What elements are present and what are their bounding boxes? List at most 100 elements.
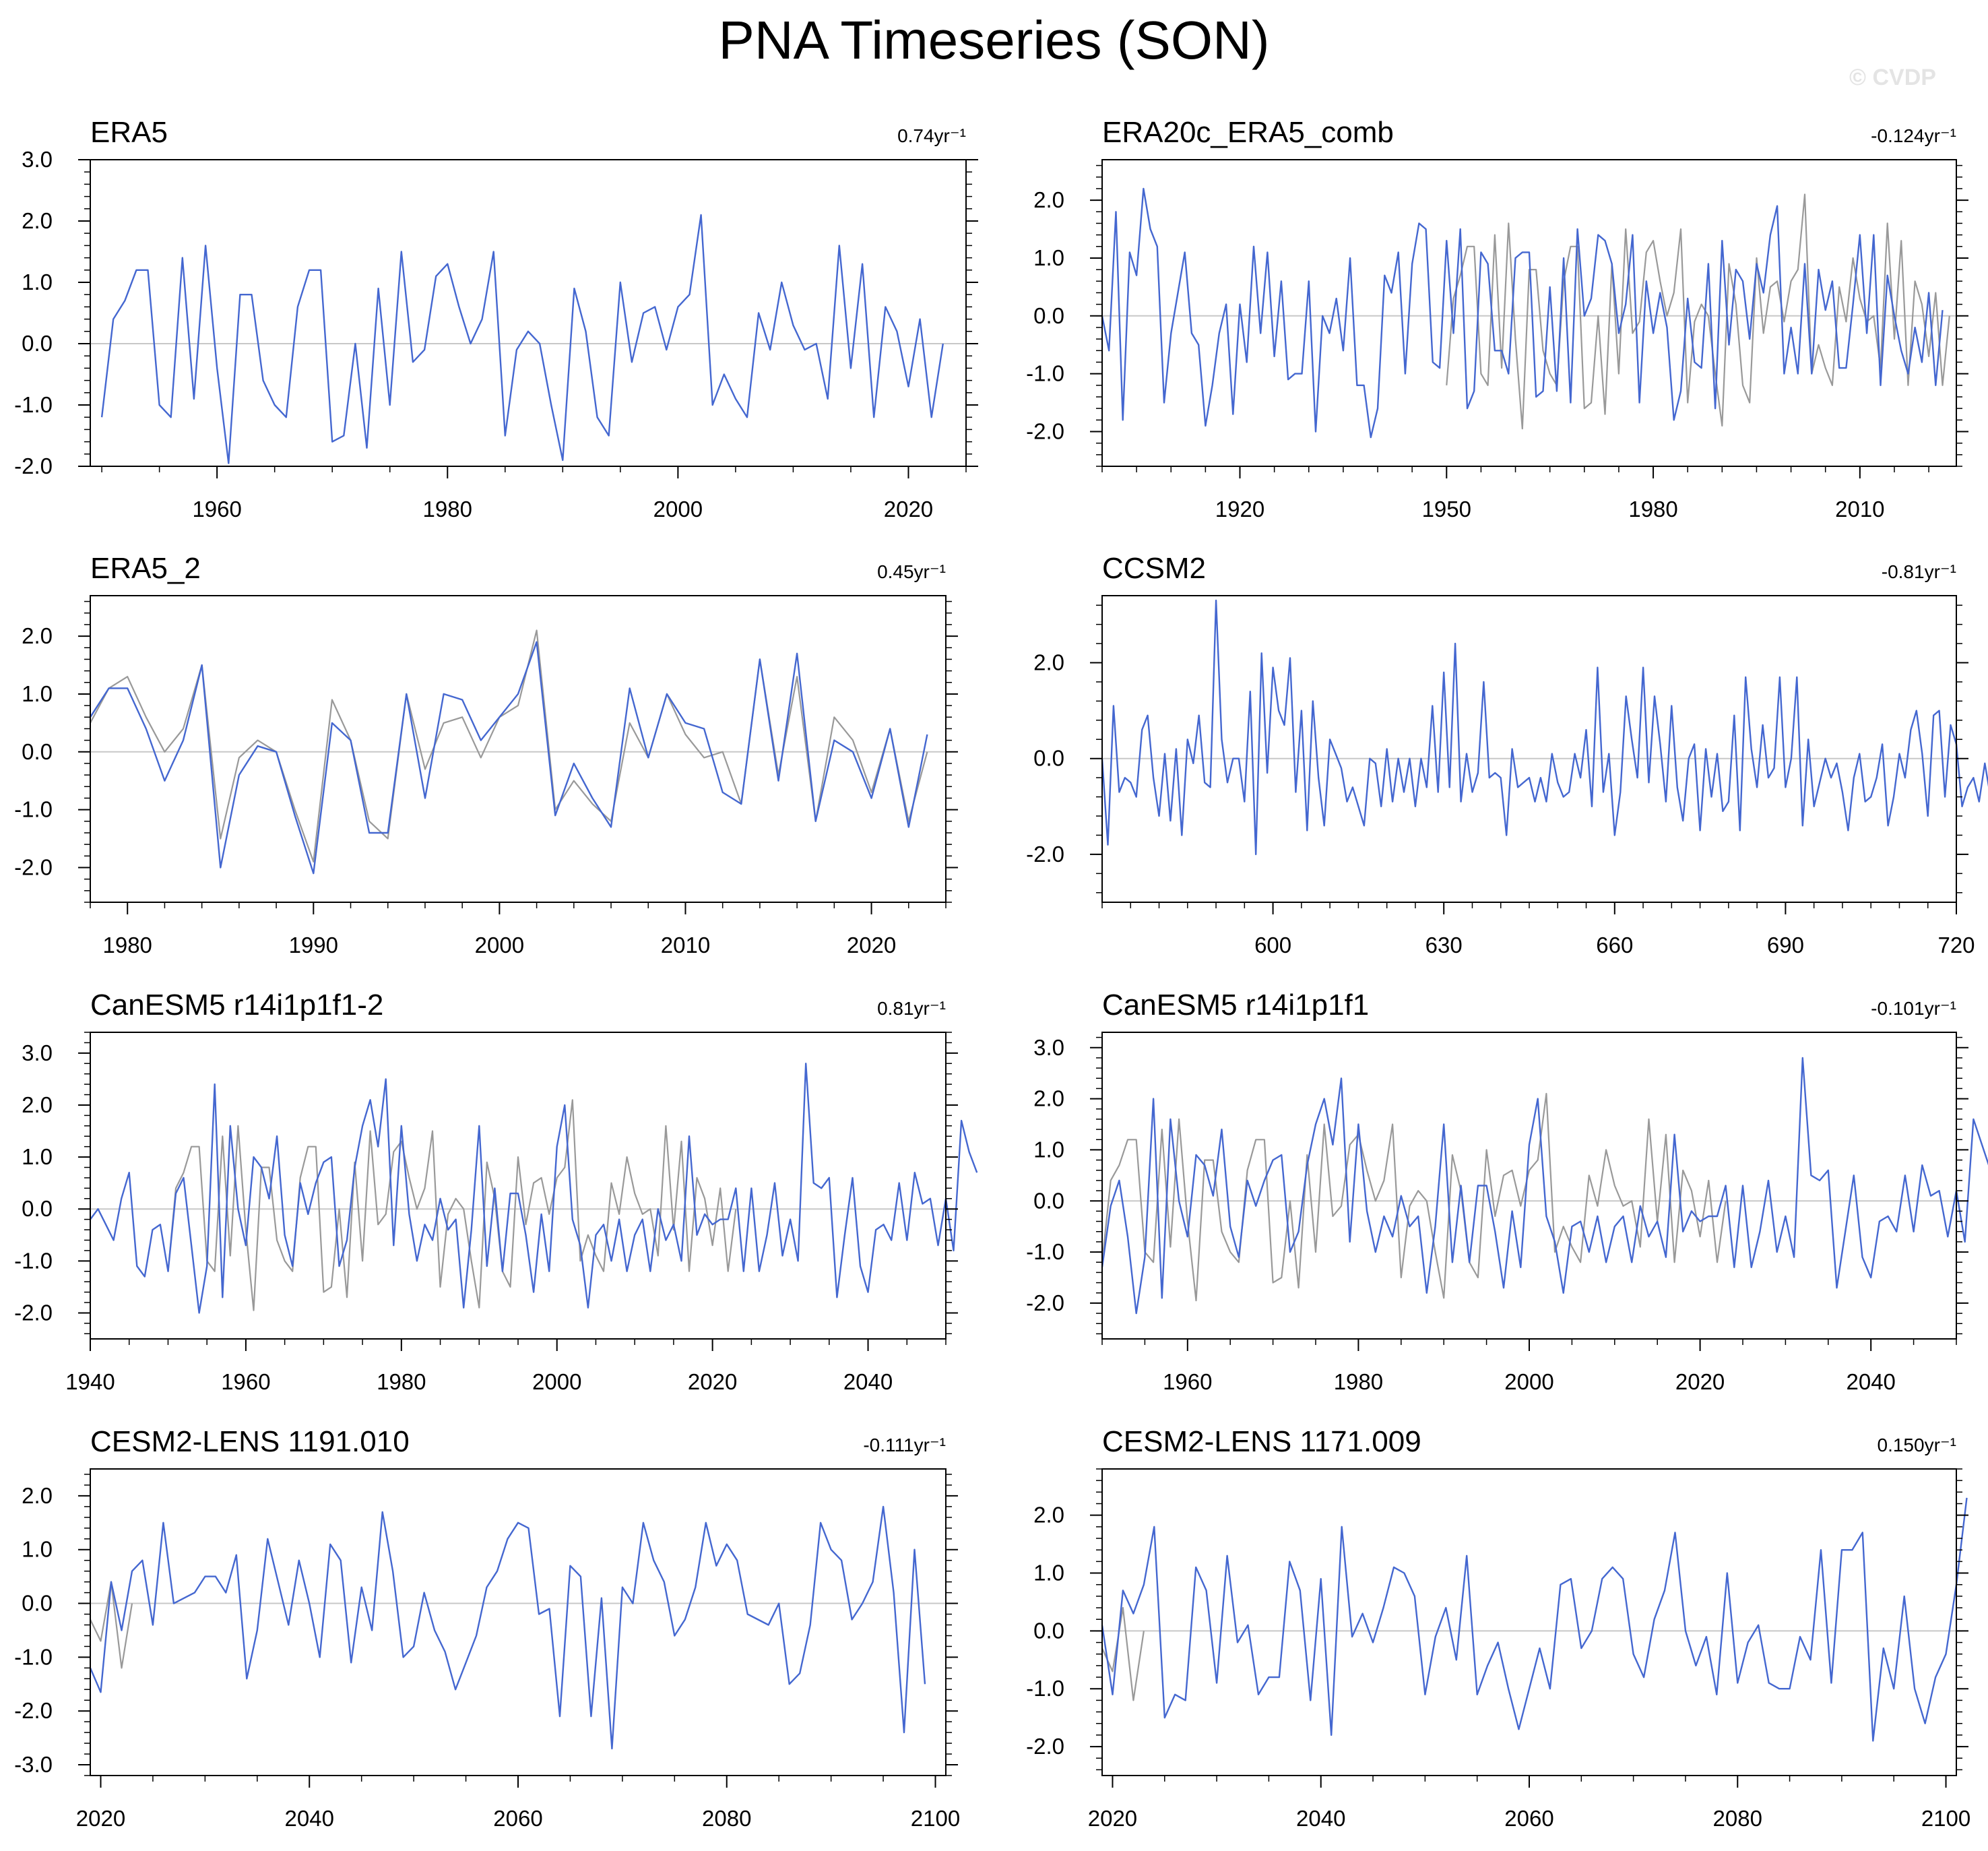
trend-label: 0.150yr⁻¹ xyxy=(1878,1435,1957,1455)
y-tick-label: -1.0 xyxy=(1026,1676,1064,1701)
x-tick-label: 2020 xyxy=(1088,1806,1137,1831)
x-tick-label: 2000 xyxy=(653,497,703,522)
y-tick-label: -2.0 xyxy=(14,854,53,879)
series-line-observed xyxy=(167,1099,737,1311)
y-tick-label: -1.0 xyxy=(14,1644,53,1669)
x-tick-label: 2000 xyxy=(475,933,524,958)
y-tick-label: -1.0 xyxy=(1026,361,1064,386)
y-tick-label: -1.0 xyxy=(1026,1239,1064,1264)
y-tick-label: 2.0 xyxy=(22,1483,53,1508)
x-tick-label: 2060 xyxy=(1504,1806,1553,1831)
x-tick-label: 2100 xyxy=(911,1806,960,1831)
plot-frame xyxy=(1101,159,1957,467)
plot-frame xyxy=(1101,1032,1957,1340)
y-tick-label: -2.0 xyxy=(14,453,53,478)
y-tick-label: -1.0 xyxy=(14,1248,53,1273)
y-tick-label: 0.0 xyxy=(22,331,53,356)
x-tick-label: 2010 xyxy=(661,933,710,958)
x-tick-label: 2020 xyxy=(884,497,933,522)
y-tick-label: 2.0 xyxy=(1033,187,1064,212)
panel-title: CanESM5 r14i1p1f1-2 xyxy=(90,989,383,1022)
panel-title: CESM2-LENS 1171.009 xyxy=(1102,1425,1421,1458)
y-tick-label: 3.0 xyxy=(1033,1035,1064,1060)
series-line-model xyxy=(90,1063,978,1314)
series-line-model xyxy=(1101,599,1988,856)
trend-label: -0.81yr⁻¹ xyxy=(1882,561,1956,582)
y-tick-label: 3.0 xyxy=(22,1040,53,1065)
x-tick-label: 2100 xyxy=(1921,1806,1970,1831)
x-tick-label: 2040 xyxy=(1846,1369,1895,1394)
plot-frame xyxy=(1101,595,1957,903)
y-tick-label: 0.0 xyxy=(1033,1618,1064,1643)
series-line-model xyxy=(1101,1057,1988,1315)
x-tick-label: 600 xyxy=(1254,933,1291,958)
trend-label: 0.74yr⁻¹ xyxy=(897,125,966,146)
y-tick-label: 1.0 xyxy=(1033,1561,1064,1586)
y-tick-label: -2.0 xyxy=(1026,1290,1064,1315)
y-tick-label: -1.0 xyxy=(14,797,53,822)
series-line-model xyxy=(1101,187,1944,439)
y-tick-label: -2.0 xyxy=(1026,842,1064,867)
panel-5: CanESM5 r14i1p1f1-2 0.81yr⁻¹ -2.0 -1.0 0.0 1.… xyxy=(14,989,978,1394)
y-tick-label: 1.0 xyxy=(1033,1137,1064,1162)
trend-label: -0.101yr⁻¹ xyxy=(1871,998,1956,1019)
y-tick-label: 2.0 xyxy=(1033,650,1064,675)
y-tick-label: 0.0 xyxy=(22,1196,53,1221)
x-tick-label: 1980 xyxy=(423,497,472,522)
panel-6: CanESM5 r14i1p1f1 -0.101yr⁻¹ -2.0 -1.0 0.0 1.… xyxy=(1026,989,1988,1394)
x-tick-label: 1980 xyxy=(1628,497,1677,522)
panel-8: CESM2-LENS 1171.009 0.150yr⁻¹ -2.0 -1.0 0.0 1… xyxy=(1026,1425,1970,1831)
y-tick-label: -2.0 xyxy=(14,1300,53,1325)
series-line-model xyxy=(89,1505,926,1750)
x-tick-label: 1960 xyxy=(1163,1369,1212,1394)
y-tick-label: -2.0 xyxy=(1026,1734,1064,1759)
y-tick-label: 2.0 xyxy=(22,208,53,233)
panel-title: CCSM2 xyxy=(1102,552,1206,585)
x-tick-label: 660 xyxy=(1596,933,1633,958)
panel-title: ERA5 xyxy=(90,116,168,149)
x-tick-label: 2020 xyxy=(1675,1369,1725,1394)
y-tick-label: 2.0 xyxy=(22,1092,53,1117)
y-tick-label: 2.0 xyxy=(22,623,53,648)
y-tick-label: -2.0 xyxy=(14,1698,53,1723)
y-tick-label: -2.0 xyxy=(1026,418,1064,443)
x-tick-label: 720 xyxy=(1937,933,1975,958)
figure-title: PNA Timeseries (SON) xyxy=(718,10,1270,70)
panel-1: ERA5 0.74yr⁻¹ -2.0 -1.0 0.0 1.0 2.0 3.0 1960 1980… xyxy=(14,116,978,522)
y-tick-label: 1.0 xyxy=(22,681,53,706)
y-tick-label: -1.0 xyxy=(14,392,53,417)
x-tick-label: 1950 xyxy=(1422,497,1471,522)
panel-title: CESM2-LENS 1191.010 xyxy=(90,1425,410,1458)
x-tick-label: 630 xyxy=(1425,933,1463,958)
y-tick-label: 1.0 xyxy=(22,270,53,294)
y-tick-label: 0.0 xyxy=(1033,303,1064,328)
y-tick-label: 0.0 xyxy=(1033,1188,1064,1213)
series-line-observed xyxy=(1101,1092,1727,1302)
plot-frame xyxy=(90,1468,947,1776)
y-tick-label: 0.0 xyxy=(22,1591,53,1616)
trend-label: -0.124yr⁻¹ xyxy=(1871,125,1956,146)
series-line-observed xyxy=(90,1581,133,1669)
x-tick-label: 2000 xyxy=(1504,1369,1553,1394)
y-tick-label: 1.0 xyxy=(22,1144,53,1169)
trend-label: -0.111yr⁻¹ xyxy=(863,1435,946,1455)
x-tick-label: 2080 xyxy=(1713,1806,1762,1831)
series-line-model xyxy=(1101,1497,1968,1742)
x-tick-label: 2040 xyxy=(285,1806,334,1831)
x-tick-label: 1980 xyxy=(103,933,152,958)
y-tick-label: 0.0 xyxy=(1033,746,1064,771)
y-tick-label: -3.0 xyxy=(14,1752,53,1777)
x-tick-label: 690 xyxy=(1767,933,1804,958)
y-tick-label: 1.0 xyxy=(22,1537,53,1562)
y-tick-label: 3.0 xyxy=(22,147,53,172)
plot-frame xyxy=(90,595,947,903)
x-tick-label: 2060 xyxy=(493,1806,542,1831)
trend-label: 0.81yr⁻¹ xyxy=(877,998,946,1019)
plot-frame xyxy=(90,159,967,467)
x-tick-label: 2010 xyxy=(1835,497,1884,522)
panel-7: CESM2-LENS 1191.010 -0.111yr⁻¹ -3.0 -2.0 -1.… xyxy=(14,1425,960,1831)
series-line-observed xyxy=(1101,1606,1145,1701)
panel-2: ERA20c_ERA5_comb -0.124yr⁻¹ -2.0 -1.0 0.0 1.0… xyxy=(1026,116,1968,522)
x-tick-label: 1960 xyxy=(221,1369,270,1394)
series-line-observed xyxy=(90,629,928,863)
